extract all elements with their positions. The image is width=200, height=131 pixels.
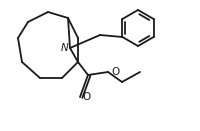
Text: O: O <box>111 67 119 77</box>
Text: O: O <box>82 92 90 102</box>
Text: N: N <box>61 43 69 53</box>
